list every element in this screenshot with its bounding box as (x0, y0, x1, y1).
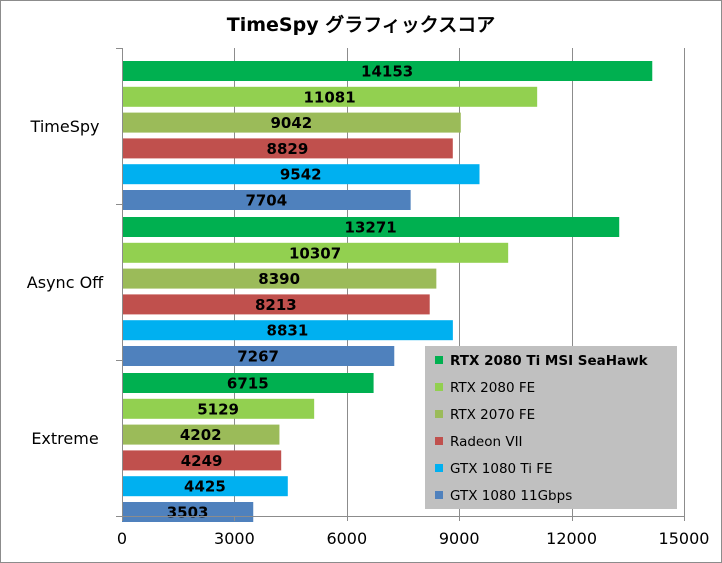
bar-value-label: 3503 (167, 504, 209, 522)
bar (122, 320, 453, 341)
bar-value-label: 9042 (271, 114, 313, 132)
bar-value-label: 10307 (289, 244, 341, 262)
bar-value-label: 4249 (181, 452, 223, 470)
bar (122, 346, 395, 366)
x-tick-label: 3000 (214, 529, 255, 548)
legend-label: GTX 1080 11Gbps (450, 488, 572, 504)
x-tick-label: 12000 (546, 529, 597, 548)
category-label: TimeSpy (30, 117, 100, 136)
bar (122, 164, 480, 185)
legend-label: GTX 1080 Ti FE (450, 461, 553, 477)
axes: 0 3000 6000 9000 12000 15000 TimeSpy Async Off E… (27, 48, 710, 548)
category-label: Async Off (27, 273, 104, 292)
bar (122, 476, 288, 497)
legend-swatch (435, 464, 443, 472)
bar-value-label: 8390 (258, 270, 300, 288)
legend: RTX 2080 Ti MSI SeaHawk RTX 2080 FE RTX 20… (425, 346, 677, 509)
bar-value-label: 13271 (345, 219, 397, 237)
bar-value-label: 6715 (227, 375, 269, 393)
bar (122, 424, 280, 445)
bar (122, 217, 620, 237)
legend-box (425, 346, 677, 509)
bar (122, 242, 509, 263)
bar (122, 112, 461, 133)
bar-value-label: 8213 (255, 296, 297, 314)
bar (122, 268, 437, 289)
bar-value-label: 7267 (237, 348, 279, 366)
legend-label: RTX 2070 FE (450, 407, 535, 423)
bar (122, 138, 453, 159)
bar-value-label: 7704 (245, 192, 287, 210)
chart-title: TimeSpy グラフィックスコア (227, 13, 496, 36)
legend-swatch (435, 383, 443, 391)
legend-label: RTX 2080 Ti MSI SeaHawk (450, 353, 649, 369)
x-tick-label: 0 (117, 529, 127, 548)
x-tick-label: 15000 (659, 529, 710, 548)
bar-value-label: 14153 (361, 63, 413, 81)
bar-value-label: 5129 (197, 400, 239, 418)
bar (122, 86, 538, 107)
bar-value-label: 8829 (267, 140, 309, 158)
x-tick-label: 9000 (439, 529, 480, 548)
x-tick-label: 6000 (326, 529, 367, 548)
legend-swatch (435, 491, 443, 499)
legend-swatch (435, 356, 443, 364)
category-label: Extreme (31, 429, 98, 448)
bar (122, 61, 653, 81)
bar (122, 373, 374, 393)
legend-swatch (435, 410, 443, 418)
bar-value-label: 4425 (184, 478, 226, 496)
legend-swatch (435, 437, 443, 445)
legend-label: RTX 2080 FE (450, 380, 535, 396)
bar (122, 294, 430, 315)
bar-value-label: 9542 (280, 166, 322, 184)
bar (122, 190, 411, 210)
bar (122, 450, 282, 471)
legend-label: Radeon VII (450, 434, 523, 450)
bar-value-label: 8831 (267, 322, 309, 340)
bar-value-label: 11081 (303, 88, 355, 106)
bar-value-label: 4202 (180, 426, 222, 444)
bar (122, 398, 315, 419)
